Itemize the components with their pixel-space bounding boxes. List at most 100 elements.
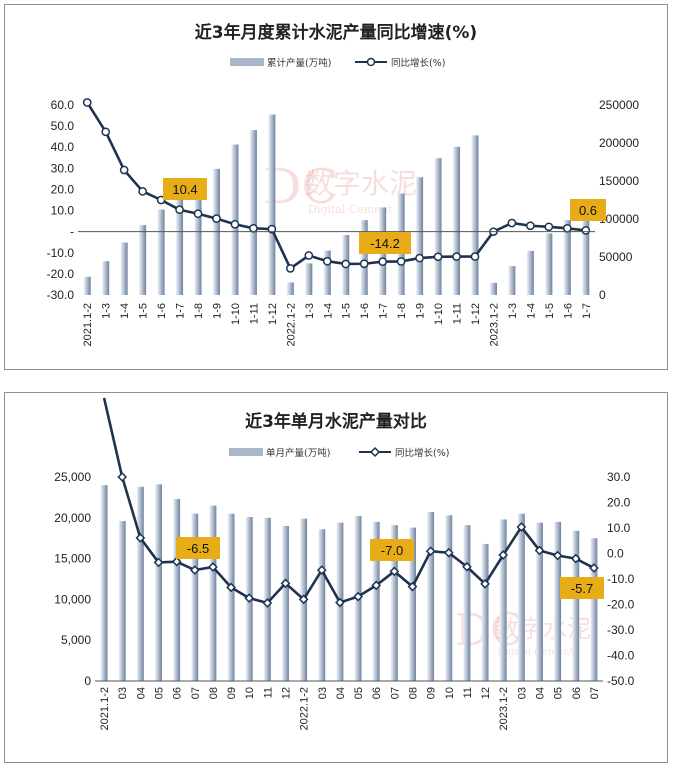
x-tick-label: 1-4 — [525, 303, 537, 319]
bar — [445, 515, 453, 681]
x-tick-label: 1-3 — [304, 303, 316, 319]
line-point — [193, 209, 203, 219]
line-point — [407, 581, 418, 592]
x-tick-label: 11 — [462, 687, 474, 698]
callouts: 10.4 -14.2 0.6 — [163, 178, 606, 254]
right-tick-label: 0 — [599, 288, 606, 302]
bar — [582, 212, 590, 295]
legend-bar-swatch — [229, 448, 263, 456]
x-tick-label: 1-5 — [341, 303, 353, 319]
line-point — [230, 219, 240, 229]
growth-line — [86, 101, 586, 271]
bar — [372, 521, 380, 681]
callout-text: 10.4 — [172, 182, 197, 197]
monthly-chart-svg: DC 数字水泥 Digital Cement 近3年单月水泥产量对比 单月产量(… — [54, 397, 635, 730]
monthly-chart-panel: DC 数字水泥 Digital Cement 近3年单月水泥产量对比 单月产量(… — [4, 392, 668, 763]
left-tick-label: 10.0 — [51, 204, 75, 218]
x-tick-label: 12 — [480, 687, 492, 699]
x-tick-label: 08 — [408, 687, 420, 699]
right-tick-label: 30.0 — [607, 470, 631, 484]
left-tick-label: 15,000 — [54, 552, 91, 566]
x-axis: 2021.1-2 1-3 1-4 1-5 1-6 1-7 1-8 1-9 1-10 1-11 1-1… — [78, 231, 595, 346]
x-tick-label: 1-6 — [562, 303, 574, 319]
legend-bar-label: 累计产量(万吨) — [267, 57, 331, 69]
bar — [360, 220, 368, 295]
line-point — [280, 578, 291, 589]
callouts: -6.5 -7.0 -5.7 — [176, 537, 604, 599]
watermark-logo-dc: DC — [263, 159, 338, 215]
bar — [434, 158, 442, 295]
callout-text: -7.0 — [381, 543, 403, 558]
left-tick-label: 40.0 — [51, 140, 75, 154]
right-tick-label: 10.0 — [607, 521, 631, 535]
right-tick-label: 50000 — [599, 250, 633, 264]
line-point — [298, 594, 309, 605]
right-tick-label: 100000 — [599, 212, 639, 226]
left-tick-label: 60.0 — [51, 98, 75, 112]
line-point — [335, 597, 345, 608]
line-point — [462, 561, 472, 572]
x-tick-label: 06 — [172, 687, 184, 699]
line-point — [534, 545, 545, 556]
left-tick-label: 10,000 — [54, 592, 91, 606]
callout-box — [560, 577, 604, 599]
x-tick-label: 1-10 — [433, 303, 445, 325]
line-point — [119, 165, 129, 175]
x-tick-label: 03 — [317, 687, 329, 699]
x-tick-label: 07 — [589, 687, 601, 699]
line-point — [316, 565, 327, 575]
callout-text: -6.5 — [187, 541, 209, 556]
bar — [563, 220, 571, 295]
bar — [526, 250, 534, 295]
line-point — [267, 224, 277, 234]
right-tick-label: -40.0 — [607, 649, 635, 663]
bar — [194, 185, 202, 295]
bar-series — [100, 484, 598, 681]
x-tick-label: 2023.1-2 — [488, 303, 500, 346]
x-tick-label: 04 — [535, 687, 547, 699]
right-tick-label: 200000 — [599, 136, 639, 150]
line-point — [544, 222, 554, 232]
left-tick-label: 0 — [84, 674, 91, 688]
legend-line-label: 同比增长(%) — [391, 57, 445, 69]
bar — [536, 522, 543, 681]
line-point — [396, 257, 406, 266]
line-point — [389, 566, 400, 577]
line-point — [138, 186, 147, 196]
callout-box — [370, 539, 414, 561]
line-point — [322, 256, 332, 266]
right-tick-label: -30.0 — [607, 623, 635, 637]
line-point — [153, 557, 164, 568]
x-tick-label: 03 — [516, 687, 528, 699]
bar — [508, 266, 516, 295]
callout-box — [359, 232, 411, 254]
x-tick-label: 1-7 — [378, 303, 390, 319]
legend: 累计产量(万吨) 同比增长(%) — [230, 57, 445, 69]
right-tick-label: -20.0 — [607, 598, 635, 612]
line-point — [135, 533, 146, 543]
x-tick-label: 1-12 — [267, 303, 279, 325]
legend-bar-swatch — [230, 58, 264, 66]
x-tick-label: 2022.1-2 — [285, 303, 297, 346]
bar — [191, 513, 199, 681]
line-point — [175, 205, 184, 215]
line-point — [570, 553, 581, 564]
x-tick-label: 1-5 — [138, 303, 150, 319]
bar — [453, 146, 461, 295]
callout-label: 0.6 — [570, 199, 606, 221]
legend-line-label: 同比增长(%) — [395, 447, 449, 459]
line-point — [498, 550, 509, 560]
bar — [173, 499, 181, 681]
line-point — [189, 565, 200, 575]
line-point — [433, 252, 443, 262]
x-tick-label: 1-12 — [470, 303, 482, 325]
line-point — [341, 259, 351, 269]
bar — [305, 263, 313, 295]
bar — [176, 197, 184, 295]
x-tick-label: 1-11 — [452, 303, 464, 324]
line-point — [226, 582, 236, 593]
line-point — [212, 214, 221, 223]
x-tick-label: 05 — [353, 687, 365, 699]
bar — [83, 276, 91, 295]
bar — [499, 519, 507, 681]
